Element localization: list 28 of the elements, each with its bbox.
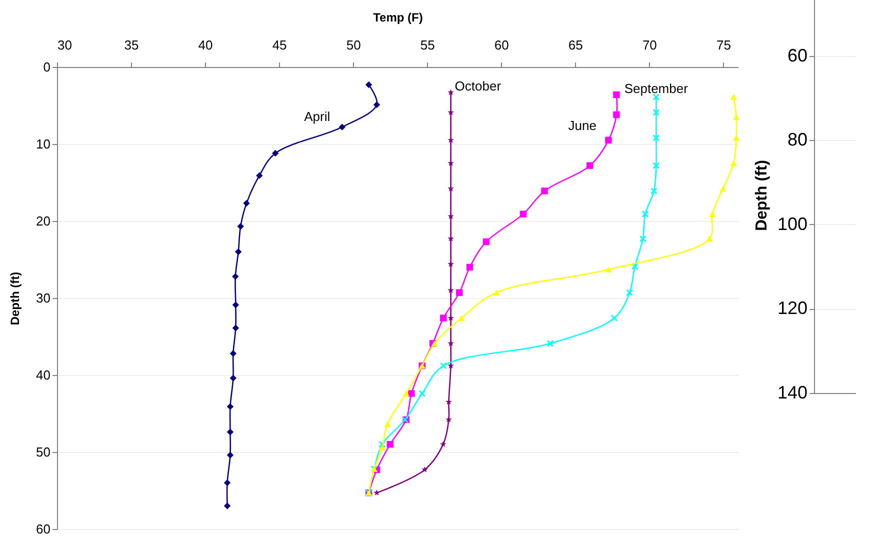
y-tick-label: 80 xyxy=(787,130,808,150)
series-label: June xyxy=(568,118,596,134)
x-tick-label: 65 xyxy=(568,38,583,52)
x-tick-label: 30 xyxy=(58,38,72,52)
x-tick-label: 55 xyxy=(420,38,435,52)
series-label: April xyxy=(304,109,330,124)
y-tick-label: 40 xyxy=(36,368,50,382)
x-tick-label: 75 xyxy=(716,38,731,52)
x-tick-label: 70 xyxy=(642,38,657,52)
x-tick-label: 45 xyxy=(272,38,287,52)
series-label: September xyxy=(624,81,689,96)
y-tick-label: 10 xyxy=(36,136,50,152)
x-tick-label: 40 xyxy=(198,38,213,52)
y-tick-label: 50 xyxy=(36,444,50,460)
y-tick-label: 100 xyxy=(777,214,808,234)
series-label: October xyxy=(454,78,502,94)
x-tick-label: 35 xyxy=(124,38,139,52)
x-axis-title: Temp (F) xyxy=(373,10,423,24)
y-tick-label: 60 xyxy=(36,522,50,536)
x-tick-label: 60 xyxy=(494,38,509,52)
y-tick-label: 20 xyxy=(36,214,50,228)
y-tick-label: 30 xyxy=(36,290,50,306)
y-axis-title: Depth (ft) xyxy=(8,272,22,326)
y-tick-label: 0 xyxy=(43,60,50,74)
x-tick-label: 50 xyxy=(346,38,361,52)
y-tick-label: 140 xyxy=(777,382,808,402)
y-axis-title: Depth (ft) xyxy=(753,160,770,232)
y-tick-label: 120 xyxy=(777,298,808,318)
